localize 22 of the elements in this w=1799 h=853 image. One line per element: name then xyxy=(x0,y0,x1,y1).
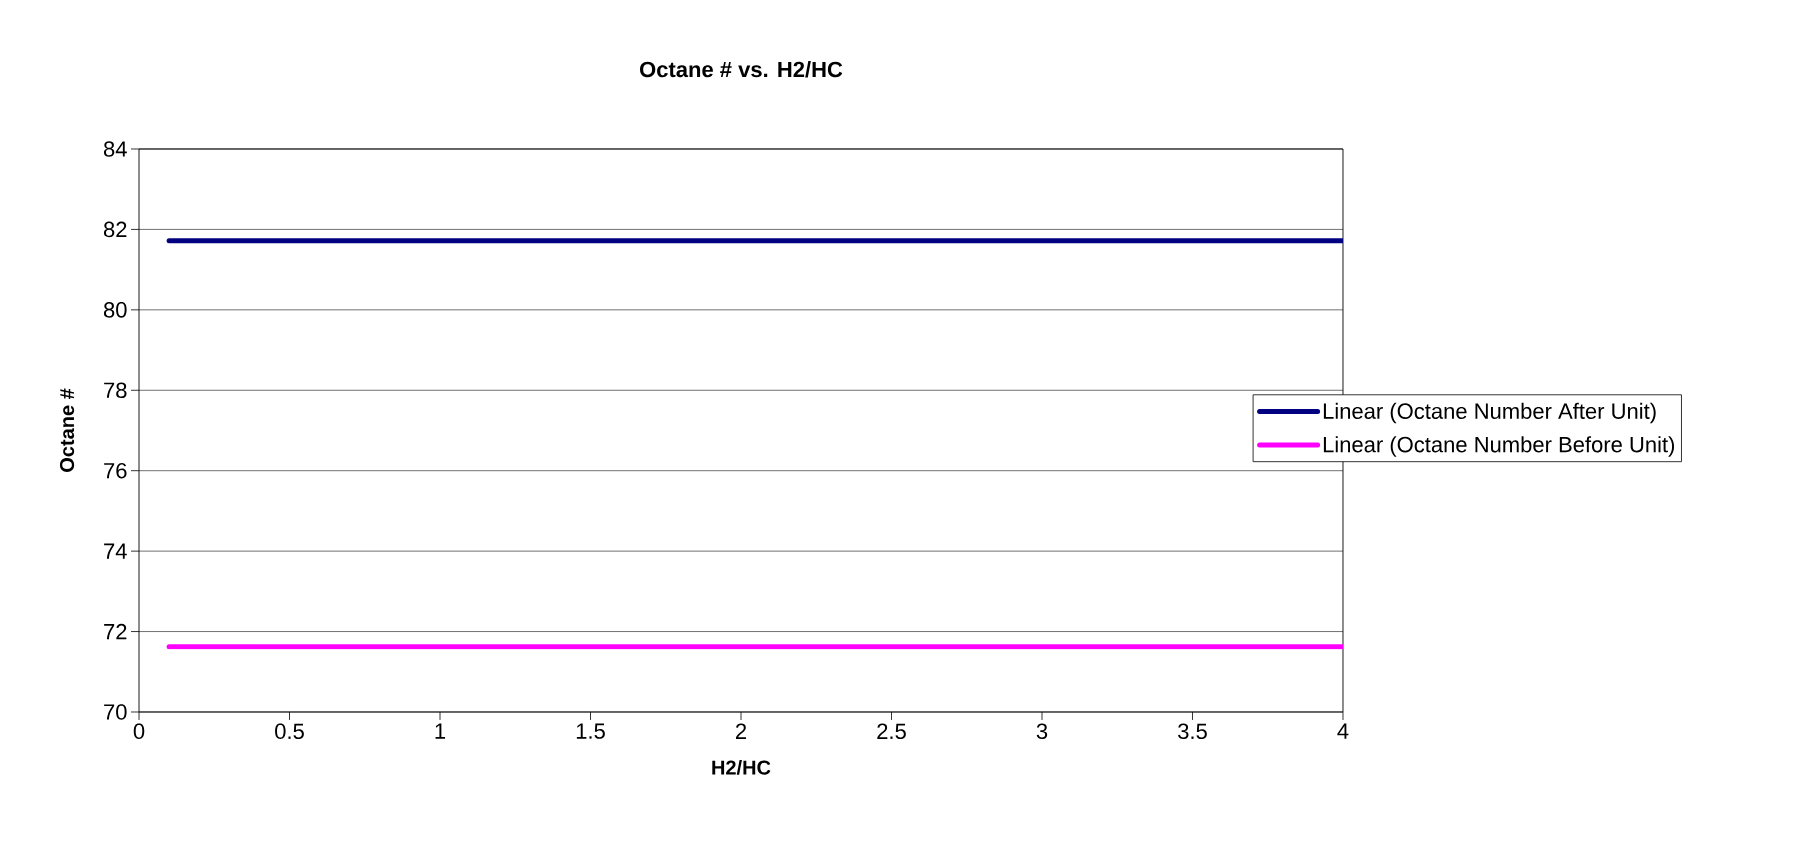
x-tick-label: 3.5 xyxy=(1178,723,1207,740)
y-tick-label: 76 xyxy=(104,462,127,479)
x-tick-label: 2.5 xyxy=(877,723,906,740)
y-axis-title: Octane # xyxy=(59,388,75,472)
x-axis-title: H2/HC xyxy=(712,759,771,775)
y-tick-label: 84 xyxy=(103,141,127,157)
legend-label: Linear (Octane Number Before Unit) xyxy=(1323,436,1675,457)
chart-title: Octane # vs. H2/HC xyxy=(640,61,843,78)
y-tick-label: 80 xyxy=(103,302,127,318)
x-tick-label: 0 xyxy=(133,723,145,740)
y-tick-label: 72 xyxy=(104,623,127,640)
y-tick-label: 70 xyxy=(104,704,127,720)
y-tick-label: 82 xyxy=(103,221,127,238)
x-tick-label: 1 xyxy=(435,723,446,739)
x-tick-label: 4 xyxy=(1337,723,1349,739)
y-tick-label: 74 xyxy=(104,543,127,559)
x-tick-label: 3 xyxy=(1036,723,1048,740)
x-tick-label: 1.5 xyxy=(576,723,605,739)
y-tick-label: 78 xyxy=(104,382,127,399)
x-tick-label: 2 xyxy=(736,723,747,739)
legend-label: Linear (Octane Number After Unit) xyxy=(1323,402,1656,424)
x-tick-label: 0.5 xyxy=(275,723,304,740)
